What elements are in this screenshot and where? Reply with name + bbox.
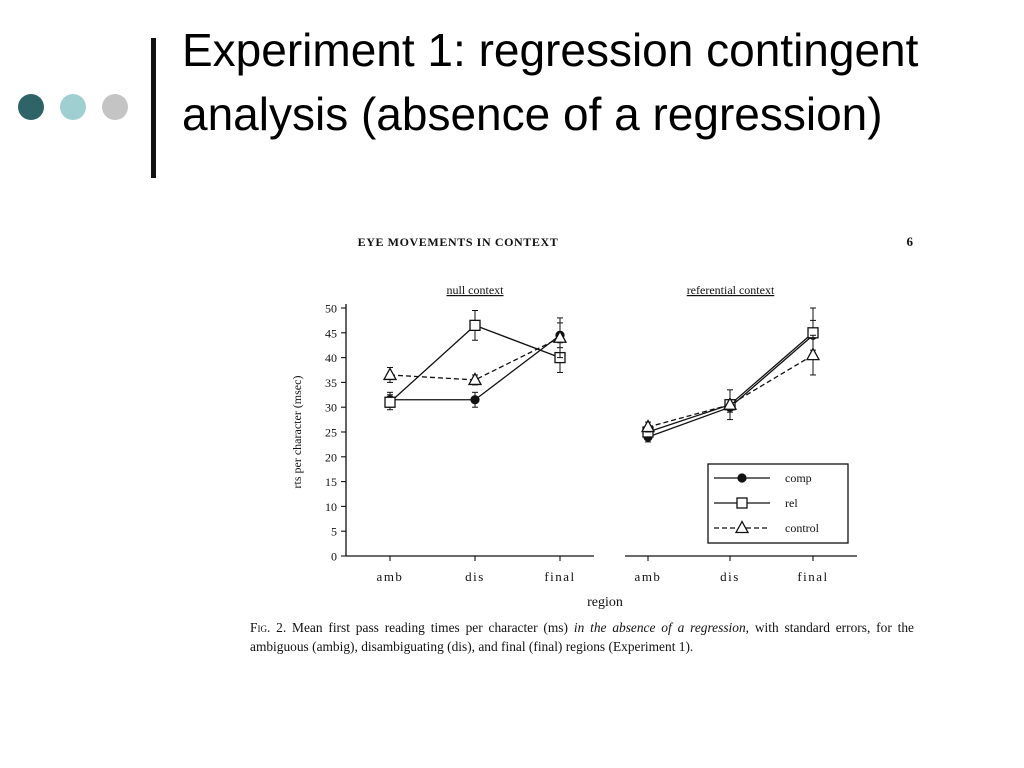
data-point-comp	[470, 395, 480, 405]
y-tick-label: 15	[325, 475, 337, 489]
data-point-control	[640, 419, 656, 433]
x-tick-label: amb	[377, 569, 404, 584]
legend-marker-control	[734, 520, 750, 534]
bullet-dot-dark	[18, 94, 44, 120]
legend-marker-rel	[736, 497, 748, 509]
data-point-control	[722, 396, 738, 410]
caption-text-2: with standard errors, for the ambiguous …	[250, 620, 914, 654]
data-point-control	[467, 372, 483, 386]
y-tick-label: 20	[325, 450, 337, 464]
x-tick-label: dis	[720, 569, 740, 584]
y-tick-label: 35	[325, 376, 337, 390]
figure-scan: EYE MOVEMENTS IN CONTEXT 6 0 5 10 15 20 25 30 35 4…	[240, 222, 930, 678]
y-tick-label: 30	[325, 401, 337, 415]
caption-text-1: Mean first pass reading times per charac…	[286, 620, 574, 635]
series-line-control	[389, 337, 561, 381]
panel-title: null context	[447, 283, 505, 297]
x-tick-label: dis	[465, 569, 485, 584]
legend-marker-comp	[737, 473, 747, 483]
x-axis-label: region	[587, 595, 623, 610]
series-line-comp	[390, 334, 561, 401]
slide-title: Experiment 1: regression contingent anal…	[182, 24, 919, 140]
caption-lead: Fig. 2.	[250, 620, 287, 635]
panel-title: referential context	[687, 283, 775, 297]
running-head: EYE MOVEMENTS IN CONTEXT	[358, 235, 559, 249]
y-tick-label: 40	[325, 351, 337, 365]
y-tick-label: 25	[325, 426, 337, 440]
figure-caption: Fig. 2. Mean first pass reading times pe…	[250, 618, 914, 656]
bullet-dot-light	[60, 94, 86, 120]
x-tick-label: amb	[635, 569, 662, 584]
data-point-control	[382, 367, 398, 381]
line-chart: EYE MOVEMENTS IN CONTEXT 6 0 5 10 15 20 25 30 35 4…	[290, 234, 914, 610]
data-point-rel	[384, 396, 396, 408]
data-point-control	[805, 347, 821, 361]
x-tick-label: final	[797, 569, 828, 584]
bullet-dot-gray	[102, 94, 128, 120]
y-axis-label: rts per character (msec)	[290, 376, 304, 489]
legend-label-comp: comp	[785, 471, 812, 485]
legend-label-rel: rel	[785, 496, 798, 510]
y-tick-label: 0	[331, 550, 337, 564]
x-tick-label: final	[544, 569, 575, 584]
page-number: 6	[907, 234, 914, 249]
y-tick-label: 45	[325, 326, 337, 340]
y-tick-label: 5	[331, 525, 337, 539]
y-tick-label: 10	[325, 500, 337, 514]
legend-label-control: control	[785, 521, 820, 535]
data-point-rel	[469, 319, 481, 332]
title-divider-bar	[151, 38, 156, 178]
y-tick-label: 50	[325, 302, 337, 316]
series-line-comp	[647, 334, 814, 438]
data-point-control	[552, 329, 568, 343]
caption-emphasis: in the absence of a regression,	[573, 620, 750, 635]
